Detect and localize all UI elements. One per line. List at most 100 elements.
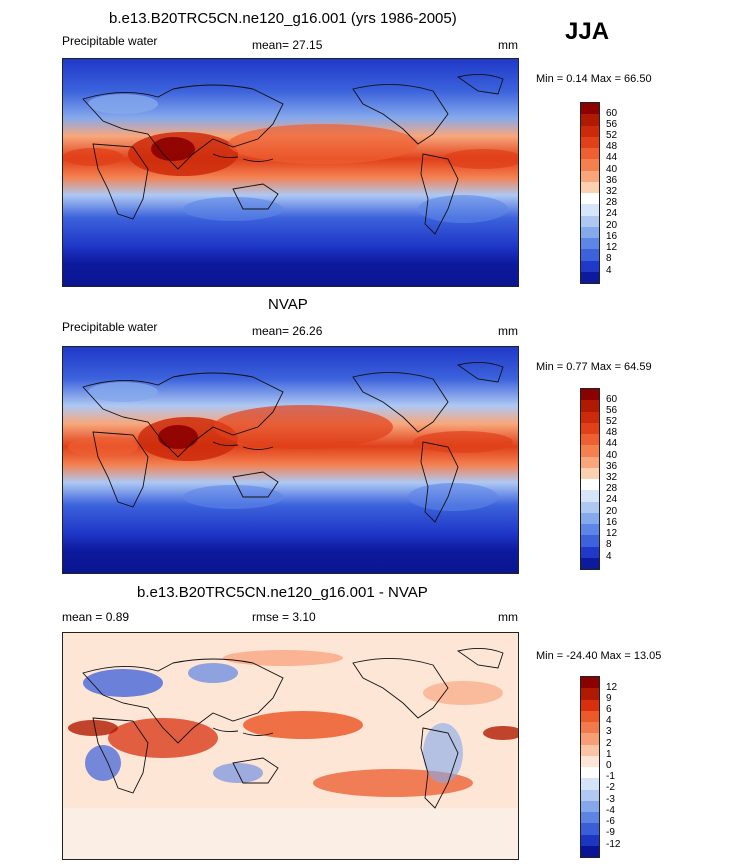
panel3-cb-tick: -12: [606, 839, 621, 850]
panel2-cb-tick: 44: [606, 438, 618, 449]
panel1-minmax: Min = 0.14 Max = 66.50: [536, 73, 652, 85]
colorbar-swatch: [581, 148, 599, 160]
colorbar-swatch: [581, 557, 599, 569]
colorbar-swatch: [581, 204, 599, 216]
colorbar-swatch: [581, 546, 599, 558]
panel1-units: mm: [498, 38, 518, 52]
panel1-cb-tick: 16: [606, 231, 618, 242]
panel3-minmax: Min = -24.40 Max = 13.05: [536, 650, 662, 662]
panel3-cb-tick: -6: [606, 816, 615, 827]
colorbar-swatch: [581, 411, 599, 423]
panel1-cb-tick: 28: [606, 197, 618, 208]
panel2-minmax: Min = 0.77 Max = 64.59: [536, 361, 652, 373]
panel1-cb-tick: 44: [606, 152, 618, 163]
panel3-colorbar: [580, 676, 600, 858]
colorbar-swatch: [581, 501, 599, 513]
panel3-cb-tick: 1: [606, 749, 612, 760]
colorbar-swatch: [581, 710, 599, 722]
panel1-cb-tick: 36: [606, 175, 618, 186]
colorbar-swatch: [581, 215, 599, 227]
panel1-cb-tick: 48: [606, 141, 618, 152]
colorbar-swatch: [581, 699, 599, 711]
colorbar-swatch: [581, 445, 599, 457]
panel3-rmse: rmse = 3.10: [252, 610, 316, 624]
colorbar-swatch: [581, 845, 599, 857]
panel2-cb-tick: 52: [606, 416, 618, 427]
panel2-cb-tick: 32: [606, 472, 618, 483]
colorbar-swatch: [581, 114, 599, 126]
panel3-cb-tick: -3: [606, 794, 615, 805]
colorbar-swatch: [581, 422, 599, 434]
colorbar-swatch: [581, 260, 599, 272]
colorbar-swatch: [581, 170, 599, 182]
colorbar-swatch: [581, 722, 599, 734]
panel2-mean: mean= 26.26: [252, 324, 323, 338]
panel1-variable-label: Precipitable water: [62, 34, 158, 48]
colorbar-swatch: [581, 103, 599, 115]
colorbar-swatch: [581, 789, 599, 801]
panel1-mean: mean= 27.15: [252, 38, 323, 52]
colorbar-swatch: [581, 226, 599, 238]
panel1-cb-tick: 24: [606, 208, 618, 219]
panel1-cb-tick: 8: [606, 253, 612, 264]
panel1-colorbar: [580, 102, 600, 284]
colorbar-swatch: [581, 434, 599, 446]
colorbar-swatch: [581, 744, 599, 756]
panel2-cb-tick: 60: [606, 394, 618, 405]
colorbar-swatch: [581, 755, 599, 767]
panel1-cb-tick: 56: [606, 119, 618, 130]
colorbar-swatch: [581, 834, 599, 846]
panel1-cb-tick: 20: [606, 220, 618, 231]
panel3-mean: mean = 0.89: [62, 610, 130, 624]
colorbar-swatch: [581, 136, 599, 148]
colorbar-swatch: [581, 389, 599, 401]
colorbar-swatch: [581, 400, 599, 412]
panel2-cb-tick: 48: [606, 427, 618, 438]
panel1-cb-tick: 12: [606, 242, 618, 253]
colorbar-swatch: [581, 524, 599, 536]
panel2-cb-tick: 24: [606, 494, 618, 505]
panel1-cb-tick: 60: [606, 108, 618, 119]
colorbar-swatch: [581, 800, 599, 812]
panel3-cb-tick: 6: [606, 704, 612, 715]
colorbar-swatch: [581, 778, 599, 790]
colorbar-swatch: [581, 490, 599, 502]
panel1-cb-tick: 52: [606, 130, 618, 141]
panel3-cb-tick: 3: [606, 726, 612, 737]
panel3-cb-tick: 4: [606, 715, 612, 726]
panel3-cb-tick: 0: [606, 760, 612, 771]
colorbar-swatch: [581, 249, 599, 261]
panel1-cb-tick: 4: [606, 265, 612, 276]
panel3-cb-tick: -1: [606, 771, 615, 782]
colorbar-swatch: [581, 181, 599, 193]
panel2-map: [62, 346, 519, 574]
colorbar-swatch: [581, 767, 599, 779]
panel2-cb-tick: 56: [606, 405, 618, 416]
colorbar-swatch: [581, 823, 599, 835]
colorbar-swatch: [581, 456, 599, 468]
colorbar-swatch: [581, 812, 599, 824]
colorbar-swatch: [581, 512, 599, 524]
panel2-colorbar: [580, 388, 600, 570]
panel2-cb-tick: 12: [606, 528, 618, 539]
panel2-cb-tick: 4: [606, 551, 612, 562]
colorbar-swatch: [581, 271, 599, 283]
panel2-cb-tick: 40: [606, 450, 618, 461]
colorbar-swatch: [581, 238, 599, 250]
panel1-map: [62, 58, 519, 287]
panel3-map: [62, 632, 519, 860]
colorbar-swatch: [581, 733, 599, 745]
panel2-cb-tick: 8: [606, 539, 612, 550]
panel1-cb-tick: 40: [606, 164, 618, 175]
season-label: JJA: [565, 18, 610, 45]
panel2-cb-tick: 28: [606, 483, 618, 494]
colorbar-swatch: [581, 688, 599, 700]
panel2-cb-tick: 16: [606, 517, 618, 528]
colorbar-swatch: [581, 467, 599, 479]
panel3-title: b.e13.B20TRC5CN.ne120_g16.001 - NVAP: [137, 584, 428, 601]
panel3-cb-tick: -2: [606, 782, 615, 793]
panel2-variable-label: Precipitable water: [62, 320, 158, 334]
panel1-cb-tick: 32: [606, 186, 618, 197]
colorbar-swatch: [581, 677, 599, 689]
panel3-cb-tick: 2: [606, 738, 612, 749]
